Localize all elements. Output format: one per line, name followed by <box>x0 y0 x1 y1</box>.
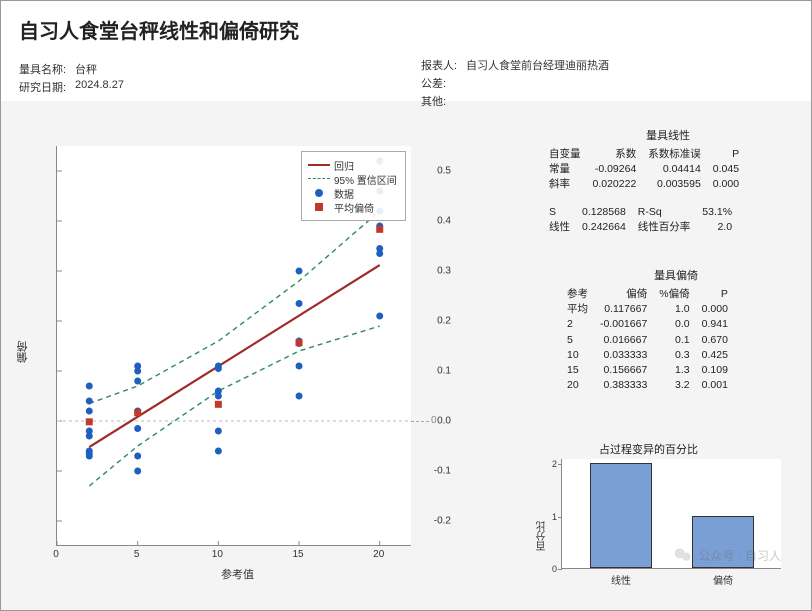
scatter-ytick: 0.4 <box>437 216 451 227</box>
bias-title: 量具偏倚 <box>561 269 791 285</box>
legend: 回归 95% 置信区间 数据 平均偏倚 <box>301 151 406 221</box>
scatter-xtick: 0 <box>53 549 59 560</box>
legend-ci: 95% 置信区间 <box>334 172 397 187</box>
scatter-ylabel: 偏倚 <box>15 341 31 363</box>
bar-ytick: 1 <box>552 512 557 522</box>
scatter-xtick: 5 <box>134 549 140 560</box>
scatter-xtick: 15 <box>292 549 303 560</box>
zero-ref-label: 0 <box>431 415 437 426</box>
scatter-xlabel: 参考值 <box>221 566 254 582</box>
barchart-title: 占过程变异的百分比 <box>599 441 698 457</box>
date-value: 2024.8.27 <box>75 79 124 95</box>
linearity-title: 量具线性 <box>543 129 793 145</box>
barchart-ylabel: 百分比 <box>535 521 550 551</box>
bar-chart: 012线性偏倚 <box>561 459 781 569</box>
other-label: 其他: <box>421 93 466 109</box>
bar-xlabel: 线性 <box>611 572 631 587</box>
legend-data: 数据 <box>334 186 354 201</box>
page-title: 自习人食堂台秤线性和偏倚研究 <box>19 15 299 44</box>
bias-table: 量具偏倚 参考偏倚%偏倚P平均0.1176671.00.0002-0.00166… <box>561 269 791 393</box>
linearity-table: 量具线性 自变量系数系数标准误P常量-0.092640.044140.045斜率… <box>543 129 793 235</box>
name-label: 量具名称: <box>19 61 75 77</box>
scatter-ytick: 0.0 <box>437 416 451 427</box>
tolerance-label: 公差: <box>421 75 466 91</box>
scatter-xtick: 10 <box>212 549 223 560</box>
date-label: 研究日期: <box>19 79 75 95</box>
scatter-ytick: 0.3 <box>437 266 451 277</box>
bar <box>590 463 652 568</box>
reporter-label: 报表人: <box>421 57 466 73</box>
report-page: 自习人食堂台秤线性和偏倚研究 量具名称:台秤 研究日期:2024.8.27 报表… <box>0 0 812 611</box>
scatter-ytick: 0.1 <box>437 366 451 377</box>
meta-right: 报表人:自习人食堂前台经理迪丽热酒 公差: 其他: <box>421 57 609 111</box>
name-value: 台秤 <box>75 61 97 77</box>
scatter-ytick: -0.1 <box>434 466 451 477</box>
meta-left: 量具名称:台秤 研究日期:2024.8.27 <box>19 61 124 97</box>
scatter-ytick: 0.5 <box>437 166 451 177</box>
legend-avg: 平均偏倚 <box>334 200 374 215</box>
bar-xlabel: 偏倚 <box>713 572 733 587</box>
scatter-ytick: 0.2 <box>437 316 451 327</box>
scatter-xtick: 20 <box>373 549 384 560</box>
bar-ytick: 0 <box>552 564 557 574</box>
scatter-ytick: -0.2 <box>434 516 451 527</box>
legend-regression: 回归 <box>334 158 354 173</box>
bar <box>692 516 754 568</box>
bar-ytick: 2 <box>552 459 557 469</box>
reporter-value: 自习人食堂前台经理迪丽热酒 <box>466 57 609 73</box>
